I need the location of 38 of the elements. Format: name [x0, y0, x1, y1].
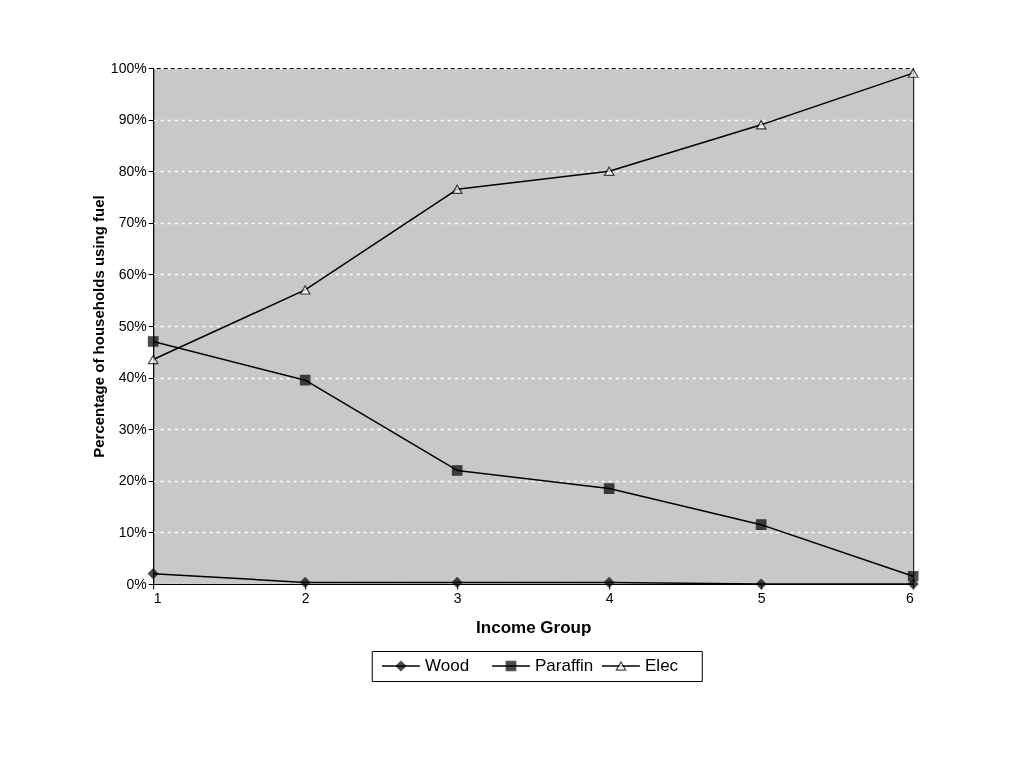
x-tick-label: 2 [301, 589, 310, 606]
x-axis-title: Income Group [476, 617, 592, 637]
y-tick-label: 90% [118, 111, 147, 128]
point [451, 465, 463, 476]
point [451, 184, 463, 194]
y-tick-label: 20% [118, 472, 147, 489]
legend-label: Paraffin [535, 656, 594, 675]
legend-label: Wood [425, 656, 470, 675]
y-axis-title: Percentage of households using fuel [89, 195, 107, 458]
y-tick-label: 100% [110, 59, 147, 76]
x-tick-label: 5 [757, 589, 766, 606]
point [147, 336, 159, 347]
point [755, 120, 767, 130]
y-tick-label: 0% [126, 575, 147, 592]
point [755, 578, 767, 590]
point [299, 374, 311, 386]
point [299, 577, 311, 588]
point [299, 285, 311, 295]
point [603, 166, 615, 176]
y-tick-label: 70% [118, 214, 147, 231]
x-tick-label: 4 [605, 589, 614, 606]
x-tick-label: 1 [153, 589, 162, 606]
legend-label: Elec [645, 656, 679, 675]
x-tick-label: 3 [453, 589, 462, 606]
point [147, 568, 159, 580]
y-tick-label: 60% [118, 265, 147, 282]
point [603, 483, 615, 494]
point [907, 570, 919, 582]
point [755, 519, 767, 530]
point [451, 577, 463, 588]
x-tick-label: 6 [905, 589, 914, 606]
point [603, 577, 615, 588]
y-tick-label: 80% [118, 162, 147, 179]
y-tick-label: 30% [118, 420, 147, 437]
y-tick-label: 40% [118, 369, 147, 386]
y-tick-label: 10% [118, 523, 147, 540]
y-tick-label: 50% [118, 317, 147, 334]
point [907, 68, 919, 78]
